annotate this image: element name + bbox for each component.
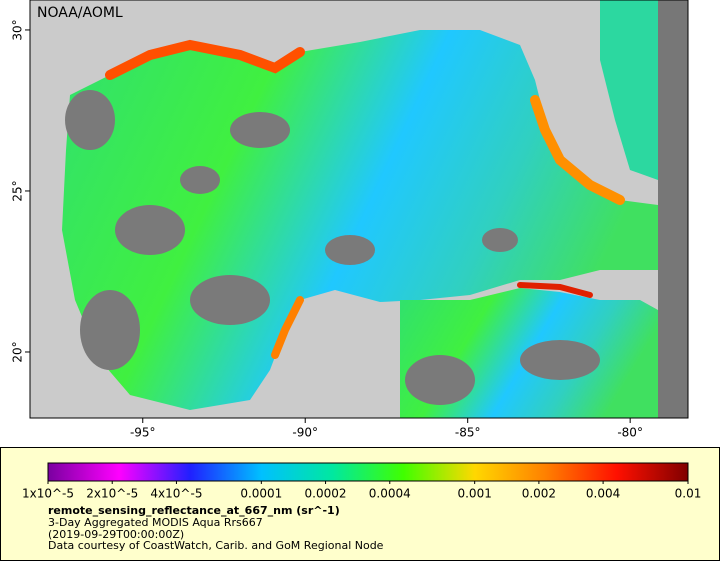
legend-line: Data courtesy of CoastWatch, Carib. and …: [48, 539, 384, 552]
colorbar-tick-label: 0.004: [586, 487, 620, 501]
colorbar-tick-label: 0.0002: [305, 487, 347, 501]
map-area: NOAA/AOML: [30, 0, 688, 418]
no-data-strip: [658, 0, 688, 418]
colorbar-tick-label: 4x10^-5: [150, 487, 202, 501]
credit: NOAA/AOML: [37, 5, 123, 21]
colorbar-tick-label: 0.001: [457, 487, 491, 501]
lat-tick-label: 20°: [11, 341, 25, 362]
colorbar-tick-label: 0.002: [522, 487, 556, 501]
lon-tick-label: -95°: [130, 426, 156, 440]
lon-tick-label: -80°: [617, 426, 643, 440]
lon-tick-label: -85°: [455, 426, 481, 440]
colorbar: [48, 463, 688, 481]
lat-tick-label: 25°: [11, 180, 25, 201]
colorbar-tick-label: 2x10^-5: [86, 487, 138, 501]
lat-tick-label: 30°: [11, 19, 25, 40]
lon-tick-label: -90°: [292, 426, 318, 440]
colorbar-tick-label: 0.0001: [240, 487, 282, 501]
colorbar-tick-label: 0.0004: [369, 487, 411, 501]
colorbar-tick-label: 0.01: [675, 487, 702, 501]
colorbar-tick-label: 1x10^-5: [22, 487, 74, 501]
map-figure: NOAA/AOML remote_sensing_reflectance_at_…: [0, 0, 720, 561]
